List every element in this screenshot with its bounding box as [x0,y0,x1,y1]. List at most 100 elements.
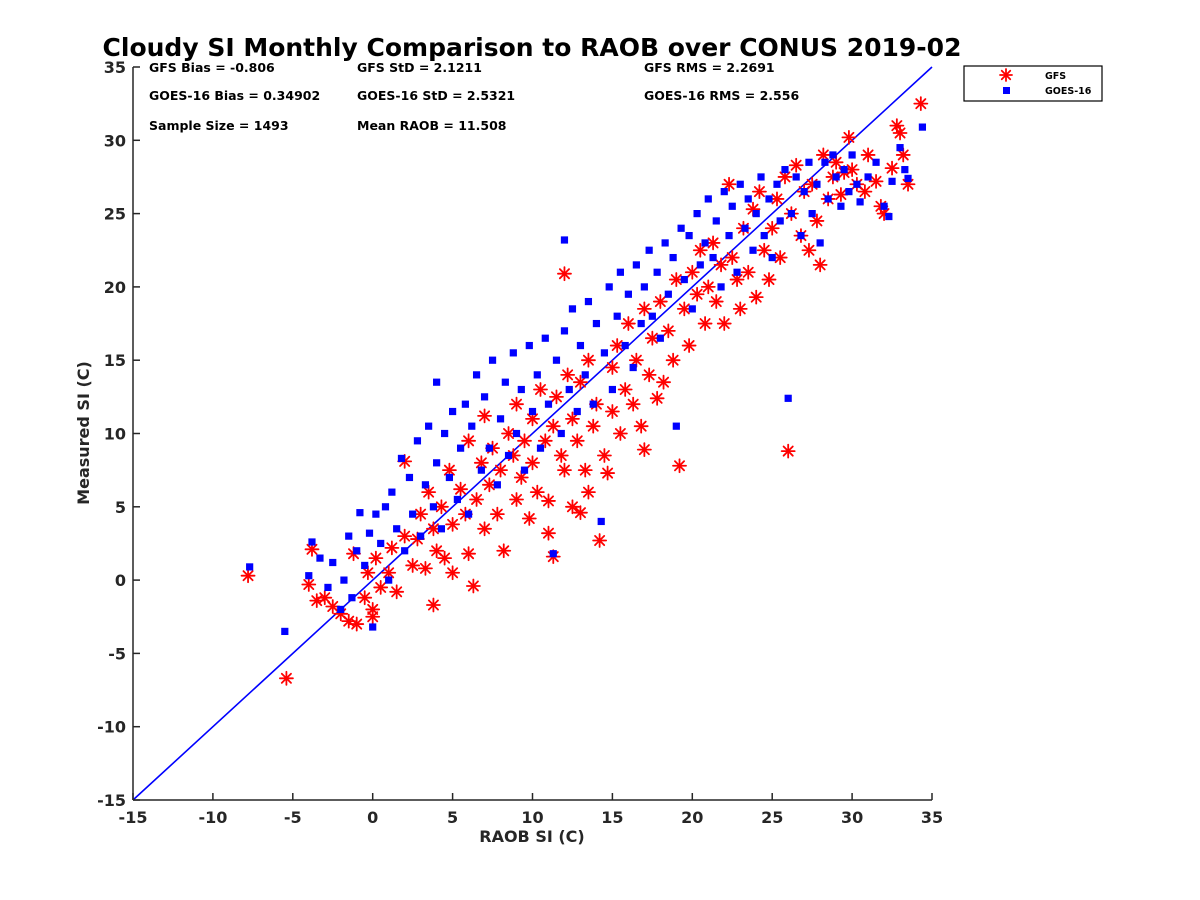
gfs-point [437,550,453,566]
goes16-point [856,198,864,206]
goes16-point [672,422,680,430]
gfs-point [461,546,476,562]
gfs-point [716,316,732,331]
goes16-point [637,319,645,328]
goes16-point [840,166,848,174]
goes16-point [429,503,438,511]
gfs-point [517,433,532,449]
gfs-point [672,458,687,474]
goes16-point [677,224,685,232]
x-tick-label: 0 [367,808,378,827]
statistics-annotations: GFS Bias = -0.806 GFS StD = 2.1211 GFS RMS… [149,60,799,133]
goes16-point [605,283,613,291]
goes16-point [461,400,469,408]
gfs-point [560,367,576,383]
goes16-point [365,529,374,537]
gfs-point [625,396,641,412]
goes16-point [464,510,473,518]
goes16-point [696,261,704,269]
x-axis-label: RAOB SI (C) [479,827,584,846]
gfs-point [612,426,628,441]
gfs-point [384,540,400,556]
gfs-point [620,316,636,331]
gfs-point [600,465,616,481]
goes16-point [600,349,609,357]
goes16-point [885,212,893,221]
goes16-point [701,239,709,247]
goes16-point [749,246,757,254]
gfs-point [705,235,721,251]
stat-annotation: GOES-16 RMS = 2.556 [644,88,799,103]
y-tick-label: 30 [104,131,126,150]
stat-annotation: Sample Size = 1493 [149,118,289,133]
gfs-point [465,578,481,594]
y-tick-label: 20 [104,278,126,297]
goes16-point [377,539,385,548]
goes16-point [616,268,624,276]
x-tick-label: -15 [119,808,148,827]
goes16-point [472,371,481,379]
goes16-point [880,202,888,210]
gfs-point [697,316,713,331]
goes16-point [281,627,289,636]
goes16-point [536,444,545,452]
goes16-point [864,173,872,181]
goes16-series [246,123,927,636]
gfs-point [397,528,413,544]
gfs-point [649,390,665,406]
goes16-point [345,532,353,540]
goes16-point [872,158,880,166]
x-tick-label: 20 [681,808,703,827]
gfs-point [884,160,900,176]
goes16-point [709,253,717,262]
y-tick-label: 10 [104,425,126,444]
goes16-point [744,195,752,203]
gfs-point [788,157,804,173]
goes16-point [688,305,696,313]
gfs-point [597,448,612,463]
chart-title: Cloudy SI Monthly Comparison to RAOB ove… [103,33,962,62]
gfs-point [769,191,785,207]
goes16-point [409,510,417,518]
goes16-point [372,510,380,518]
gfs-point [609,338,625,353]
gfs-point [660,323,676,339]
gfs-point [304,541,320,557]
gfs-point [585,418,601,434]
reference-line-layer [132,66,933,801]
goes16-point [504,451,513,460]
gfs-point [357,590,373,606]
goes16-point [848,151,856,159]
x-tick-label: 30 [841,808,863,827]
goes16-point [501,378,509,386]
gfs-point [721,176,737,192]
goes16-point [433,378,441,386]
y-tick-label: -5 [108,644,126,663]
goes16-point [369,623,377,631]
gfs-point [489,506,505,522]
gfs-point [481,477,497,493]
gfs-point [565,499,580,515]
goes16-point [613,312,621,320]
legend-box [963,65,1103,102]
x-tick-label: 35 [921,808,943,827]
gfs-point [541,525,556,541]
goes16-point [661,239,669,247]
gfs-point [368,550,384,566]
goes16-point [544,400,553,408]
x-tick-label: 5 [447,808,458,827]
goes16-point [324,583,332,592]
gfs-point [581,484,596,500]
gfs-point [453,481,468,497]
goes16-point [592,319,601,328]
goes16-point [425,422,433,430]
goes16-point [853,180,861,188]
goes16-point [517,385,525,394]
goes16-point [757,173,765,181]
gfs-point [389,584,405,600]
gfs-point [418,560,433,576]
goes16-point [787,210,795,218]
gfs-point [529,484,545,500]
goes16-point [693,210,701,218]
goes16-point [776,217,784,225]
